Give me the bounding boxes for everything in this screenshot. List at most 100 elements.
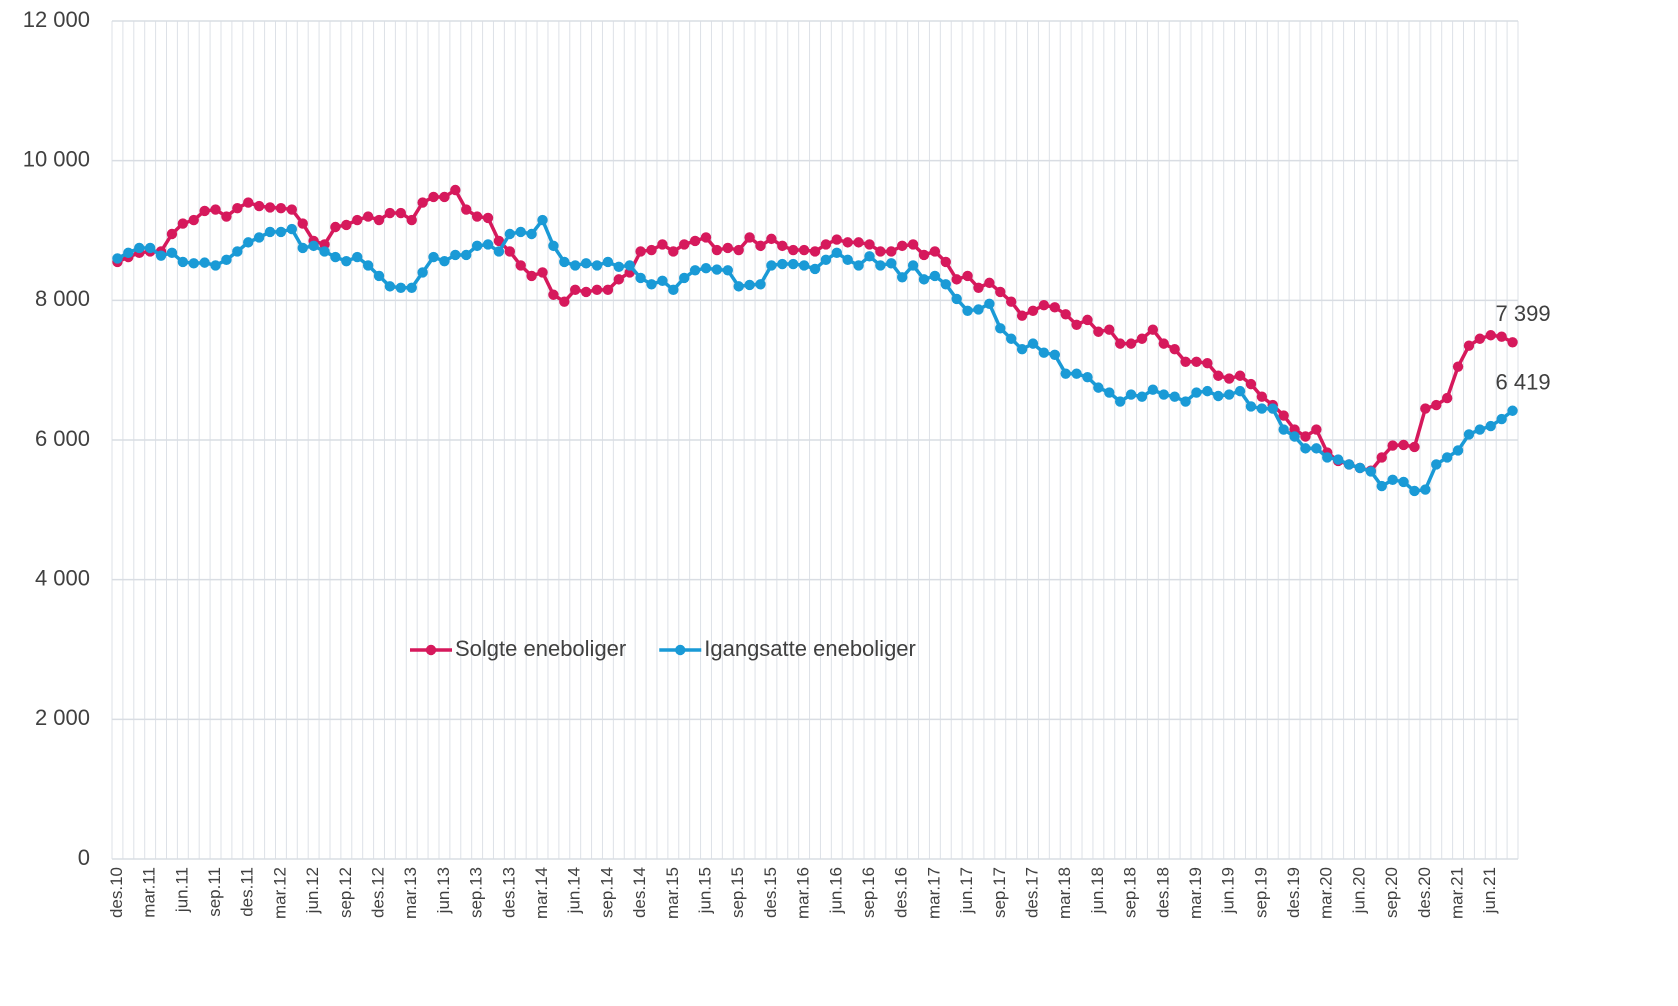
x-tick-label: jun.15 <box>695 867 714 914</box>
data-point <box>929 270 941 282</box>
data-point <box>1027 305 1039 317</box>
data-point <box>406 282 417 293</box>
data-point <box>864 251 875 262</box>
data-point <box>1398 476 1409 488</box>
data-point <box>1223 389 1235 400</box>
data-point <box>504 228 516 240</box>
data-point <box>319 246 330 257</box>
data-point <box>1223 373 1235 384</box>
data-point <box>1147 324 1159 335</box>
data-point <box>1104 324 1115 335</box>
data-point <box>602 256 614 268</box>
x-tick-label: mar.14 <box>532 867 551 919</box>
data-point <box>199 257 210 268</box>
data-point <box>995 323 1006 334</box>
data-point <box>1365 466 1377 477</box>
data-point <box>1409 441 1420 453</box>
data-point <box>253 232 265 243</box>
data-point <box>526 228 537 240</box>
data-point <box>984 277 995 289</box>
data-point <box>646 279 657 290</box>
data-point <box>439 191 450 203</box>
data-point <box>602 284 614 296</box>
x-tick-label: sep.20 <box>1382 867 1401 918</box>
data-point <box>635 246 646 257</box>
data-point <box>700 232 712 243</box>
data-point <box>711 244 723 256</box>
data-point <box>395 282 407 293</box>
data-point <box>1093 326 1104 337</box>
data-point <box>1060 309 1071 320</box>
data-point <box>1441 452 1453 463</box>
data-point <box>1376 452 1387 463</box>
data-point <box>1169 391 1180 402</box>
data-point <box>341 256 352 267</box>
data-point <box>1311 443 1322 454</box>
x-tick-label: jun.14 <box>565 867 584 914</box>
data-point <box>798 244 810 256</box>
data-point <box>1463 340 1475 351</box>
data-point <box>384 281 396 292</box>
data-point <box>548 289 559 300</box>
data-point <box>886 258 897 269</box>
data-point <box>144 242 156 254</box>
data-point <box>1256 403 1268 414</box>
data-point <box>679 272 690 284</box>
data-point <box>886 246 897 257</box>
x-tick-label: mar.13 <box>401 867 420 919</box>
data-point <box>1387 474 1398 486</box>
data-point <box>1180 396 1191 407</box>
data-point <box>275 226 287 238</box>
data-point <box>591 284 603 296</box>
data-point <box>853 237 864 248</box>
x-tick-label: sep.19 <box>1251 867 1270 918</box>
data-point <box>668 246 679 257</box>
data-point <box>700 263 712 274</box>
data-point <box>373 270 385 282</box>
data-point <box>1278 424 1289 435</box>
data-point <box>951 274 962 285</box>
data-point <box>918 274 930 285</box>
data-point <box>1016 310 1028 321</box>
x-tick-label: des.15 <box>761 867 780 918</box>
data-point <box>842 254 853 266</box>
x-tick-label: jun.19 <box>1219 867 1238 914</box>
data-point <box>330 251 341 263</box>
data-point <box>973 282 984 293</box>
data-point <box>788 258 799 270</box>
data-point <box>1202 357 1213 369</box>
x-tick-label: mar.21 <box>1448 867 1467 919</box>
data-point <box>177 256 189 268</box>
data-point <box>896 240 908 252</box>
data-point <box>1071 368 1082 379</box>
data-point <box>755 279 766 290</box>
data-point <box>243 197 254 208</box>
data-point <box>1169 344 1180 355</box>
data-point <box>591 260 603 271</box>
data-point <box>1485 330 1496 341</box>
data-point <box>733 244 744 256</box>
y-tick-label: 6 000 <box>35 426 90 451</box>
data-point <box>1267 403 1278 414</box>
data-point <box>1343 459 1355 470</box>
data-point <box>471 211 483 222</box>
data-point <box>1474 333 1486 344</box>
x-tick-label: mar.16 <box>794 867 813 919</box>
data-point <box>1256 391 1268 402</box>
data-point <box>1463 429 1475 440</box>
data-point <box>428 191 439 203</box>
data-point <box>548 240 559 252</box>
x-tick-label: mar.11 <box>140 867 159 918</box>
data-point <box>482 239 494 250</box>
data-point <box>613 274 625 285</box>
x-tick-label: des.11 <box>238 867 257 917</box>
data-point <box>232 246 243 257</box>
legend-label: Solgte eneboliger <box>455 636 626 661</box>
data-point <box>264 202 276 213</box>
x-tick-label: sep.16 <box>859 867 878 918</box>
legend-marker <box>425 644 437 656</box>
data-point <box>940 279 951 290</box>
data-point <box>798 260 810 271</box>
data-point <box>1213 370 1224 381</box>
